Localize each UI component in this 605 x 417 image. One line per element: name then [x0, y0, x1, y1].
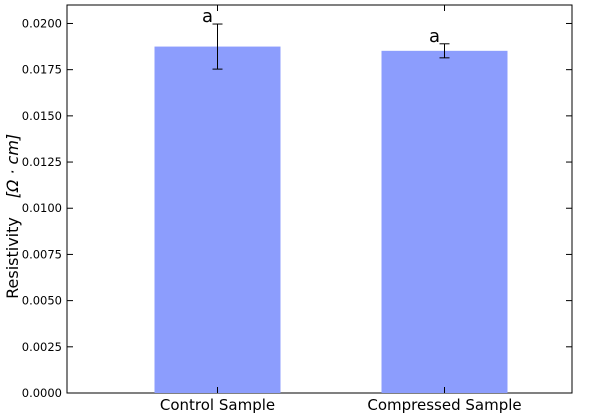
y-axis-ticks: 0.0000 0.0025 0.0050 0.0075 0.0100 0.0125 0.01… [22, 16, 572, 400]
y-axis-title-text: Resistivity [3, 217, 22, 299]
category-label: Control Sample [160, 396, 275, 414]
y-axis-title-unit: [Ω · cm] [3, 134, 22, 198]
y-tick-label: 0.0175 [22, 63, 62, 77]
bar [154, 46, 281, 393]
plot-frame [66, 4, 573, 394]
y-tick-label: 0.0200 [22, 16, 62, 30]
bar [381, 50, 508, 393]
y-tick-label: 0.0150 [22, 109, 62, 123]
error-bars: aa [202, 6, 450, 70]
y-tick-label: 0.0050 [22, 294, 62, 308]
y-tick-label: 0.0125 [22, 155, 62, 169]
y-axis-title: Resistivity [Ω · cm] [3, 134, 22, 299]
y-tick-label: 0.0075 [22, 247, 62, 261]
y-tick-label: 0.0025 [22, 340, 62, 354]
category-label: Compressed Sample [367, 396, 521, 414]
category-labels: Control Sample Compressed Sample [160, 5, 522, 414]
significance-label: a [429, 26, 440, 47]
significance-label: a [202, 6, 213, 27]
y-tick-label: 0.0000 [22, 386, 62, 400]
y-tick-label: 0.0100 [22, 201, 62, 215]
bars [154, 46, 508, 393]
